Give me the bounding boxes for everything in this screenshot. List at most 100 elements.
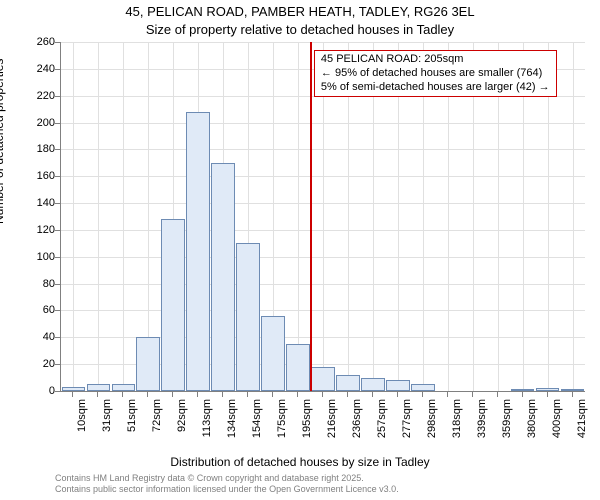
x-tick-mark xyxy=(97,392,98,397)
x-tick-label: 380sqm xyxy=(526,399,538,449)
x-tick-label: 92sqm xyxy=(176,399,188,449)
x-tick-label: 10sqm xyxy=(76,399,88,449)
footer-attribution: Contains HM Land Registry data © Crown c… xyxy=(55,473,399,495)
bar xyxy=(386,380,410,391)
x-tick-label: 216sqm xyxy=(326,399,338,449)
x-tick-mark xyxy=(197,392,198,397)
x-tick-label: 72sqm xyxy=(151,399,163,449)
x-tick-label: 51sqm xyxy=(126,399,138,449)
bar xyxy=(261,316,285,391)
y-tick-mark xyxy=(55,96,60,97)
x-tick-mark xyxy=(472,392,473,397)
y-tick-label: 160 xyxy=(25,170,55,182)
gridline-vertical xyxy=(573,42,574,391)
y-tick-label: 80 xyxy=(25,278,55,290)
x-tick-label: 318sqm xyxy=(451,399,463,449)
bar xyxy=(136,337,160,391)
bar xyxy=(336,375,360,391)
x-tick-mark xyxy=(247,392,248,397)
y-tick-mark xyxy=(55,364,60,365)
y-tick-mark xyxy=(55,69,60,70)
y-tick-label: 140 xyxy=(25,197,55,209)
x-tick-label: 195sqm xyxy=(301,399,313,449)
bar xyxy=(536,388,560,391)
chart-title-sub: Size of property relative to detached ho… xyxy=(0,22,600,37)
bar xyxy=(511,389,535,391)
bar xyxy=(87,384,111,391)
y-tick-mark xyxy=(55,42,60,43)
x-tick-mark xyxy=(497,392,498,397)
x-tick-mark xyxy=(122,392,123,397)
x-tick-label: 400sqm xyxy=(551,399,563,449)
x-tick-label: 154sqm xyxy=(251,399,263,449)
x-tick-mark xyxy=(547,392,548,397)
x-tick-mark xyxy=(422,392,423,397)
x-tick-label: 134sqm xyxy=(226,399,238,449)
x-tick-label: 277sqm xyxy=(401,399,413,449)
x-tick-mark xyxy=(222,392,223,397)
x-tick-mark xyxy=(72,392,73,397)
x-tick-mark xyxy=(297,392,298,397)
y-tick-label: 200 xyxy=(25,117,55,129)
annotation-line1: 45 PELICAN ROAD: 205sqm xyxy=(321,53,550,67)
bar xyxy=(211,163,235,391)
x-tick-mark xyxy=(272,392,273,397)
x-tick-mark xyxy=(322,392,323,397)
x-tick-mark xyxy=(447,392,448,397)
chart-title-main: 45, PELICAN ROAD, PAMBER HEATH, TADLEY, … xyxy=(0,4,600,19)
gridline-vertical xyxy=(123,42,124,391)
bar xyxy=(311,367,335,391)
x-tick-mark xyxy=(522,392,523,397)
y-tick-mark xyxy=(55,391,60,392)
bar xyxy=(236,243,260,391)
y-tick-mark xyxy=(55,203,60,204)
annotation-line3: 5% of semi-detached houses are larger (4… xyxy=(321,81,550,95)
annotation-line2: ← 95% of detached houses are smaller (76… xyxy=(321,67,550,81)
y-tick-label: 20 xyxy=(25,358,55,370)
y-tick-mark xyxy=(55,230,60,231)
y-tick-label: 240 xyxy=(25,63,55,75)
bar xyxy=(112,384,136,391)
x-tick-mark xyxy=(347,392,348,397)
gridline-vertical xyxy=(98,42,99,391)
y-tick-label: 100 xyxy=(25,251,55,263)
gridline-vertical xyxy=(73,42,74,391)
reference-line xyxy=(310,42,312,391)
y-tick-label: 180 xyxy=(25,143,55,155)
bar xyxy=(161,219,185,391)
x-tick-mark xyxy=(397,392,398,397)
x-tick-mark xyxy=(172,392,173,397)
x-tick-mark xyxy=(147,392,148,397)
y-tick-label: 0 xyxy=(25,385,55,397)
y-axis-label: Number of detached properties xyxy=(0,58,6,223)
y-tick-label: 60 xyxy=(25,304,55,316)
y-tick-label: 40 xyxy=(25,331,55,343)
x-tick-mark xyxy=(372,392,373,397)
y-tick-mark xyxy=(55,149,60,150)
x-tick-label: 113sqm xyxy=(201,399,213,449)
histogram-chart: 45, PELICAN ROAD, PAMBER HEATH, TADLEY, … xyxy=(0,0,600,500)
y-tick-mark xyxy=(55,337,60,338)
y-tick-mark xyxy=(55,123,60,124)
y-tick-mark xyxy=(55,176,60,177)
x-tick-label: 359sqm xyxy=(501,399,513,449)
bar xyxy=(411,384,435,391)
bar xyxy=(62,387,86,391)
annotation-box: 45 PELICAN ROAD: 205sqm← 95% of detached… xyxy=(314,50,557,97)
x-tick-mark xyxy=(572,392,573,397)
y-tick-label: 220 xyxy=(25,90,55,102)
footer-line1: Contains HM Land Registry data © Crown c… xyxy=(55,473,399,484)
x-tick-label: 421sqm xyxy=(576,399,588,449)
bar xyxy=(186,112,210,391)
bar xyxy=(286,344,310,391)
x-axis-label: Distribution of detached houses by size … xyxy=(0,455,600,469)
bar xyxy=(361,378,385,391)
x-tick-label: 175sqm xyxy=(276,399,288,449)
x-tick-label: 31sqm xyxy=(101,399,113,449)
gridline-vertical xyxy=(298,42,299,391)
x-tick-label: 339sqm xyxy=(476,399,488,449)
y-tick-label: 120 xyxy=(25,224,55,236)
x-tick-label: 298sqm xyxy=(426,399,438,449)
x-tick-label: 257sqm xyxy=(376,399,388,449)
y-tick-label: 260 xyxy=(25,36,55,48)
